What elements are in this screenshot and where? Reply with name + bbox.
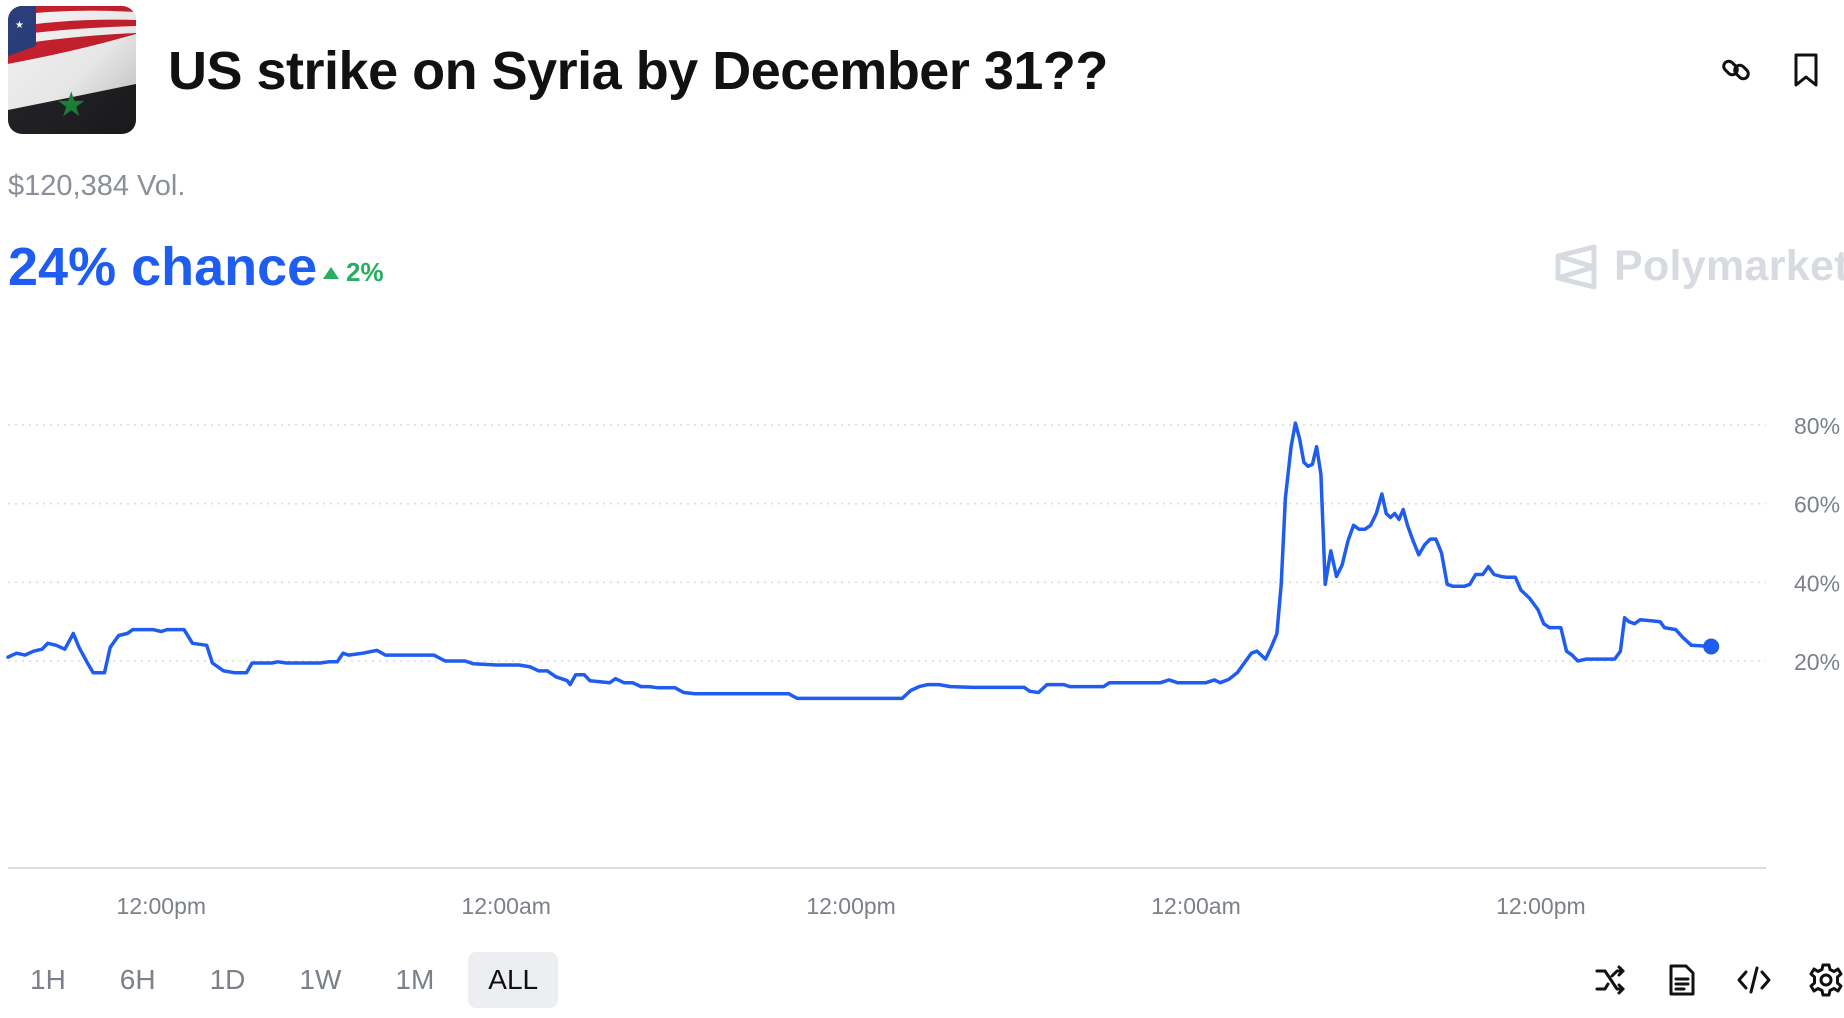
chance-delta-value: 2% (346, 257, 384, 287)
chance-value: 24% chance (8, 237, 318, 297)
x-tick-label: 12:00pm (1496, 893, 1586, 919)
shuffle-icon[interactable] (1590, 960, 1630, 1000)
y-tick-label: 60% (1794, 492, 1840, 518)
y-tick-label: 40% (1794, 570, 1840, 596)
series-line (6, 421, 1713, 701)
market-title: US strike on Syria by December 31?? (168, 41, 1108, 101)
volume-label: $120,384 Vol. (8, 170, 186, 202)
time-range-selector: 1H 6H 1D 1W 1M ALL (10, 952, 559, 1008)
range-1h-button[interactable]: 1H (30, 964, 66, 995)
link-icon[interactable] (1716, 50, 1756, 90)
x-tick-label: 12:00pm (117, 893, 207, 919)
y-tick-label: 80% (1794, 413, 1840, 439)
range-1m-button[interactable]: 1M (395, 964, 435, 995)
x-tick-label: 12:00am (1151, 893, 1241, 919)
x-tick-label: 12:00pm (806, 893, 896, 919)
range-1d-button[interactable]: 1D (209, 964, 246, 995)
document-icon[interactable] (1662, 960, 1702, 1000)
bookmark-icon[interactable] (1786, 50, 1826, 90)
x-tick-label: 12:00am (461, 893, 551, 919)
price-chart[interactable]: 80% 60% 40% 20% 12:00pm 12:00am 12:00pm 12:00a… (0, 390, 1844, 930)
range-6h-button[interactable]: 6H (119, 964, 156, 995)
chance-delta: 2% (322, 257, 384, 288)
polymarket-logo-icon (1555, 244, 1597, 289)
brand-name: Polymarket (1614, 242, 1844, 290)
settings-icon[interactable] (1806, 960, 1844, 1000)
range-all-button[interactable]: ALL (468, 952, 559, 1008)
brand-watermark: Polymarket (1552, 242, 1844, 291)
y-tick-label: 20% (1794, 649, 1840, 675)
range-1w-button[interactable]: 1W (299, 964, 342, 995)
market-image: ★ ★ (8, 6, 136, 134)
embed-code-icon[interactable] (1734, 960, 1774, 1000)
current-value-dot[interactable] (1703, 638, 1720, 655)
triangle-up-icon (323, 266, 339, 279)
